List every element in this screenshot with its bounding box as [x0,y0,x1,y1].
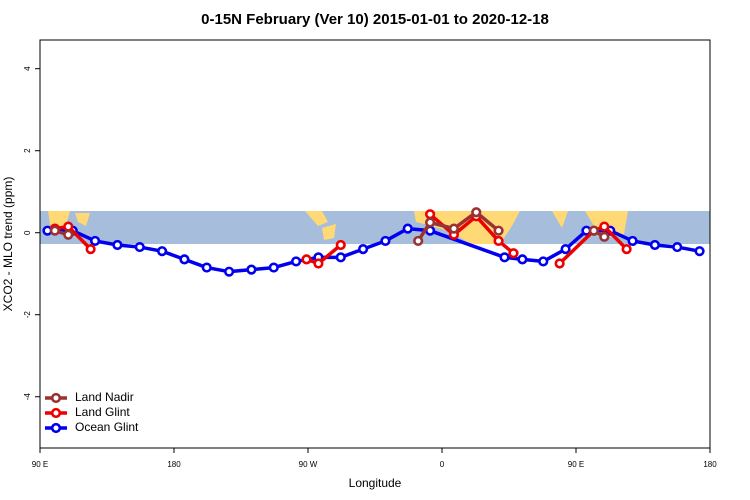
point [301,254,312,265]
point [201,262,212,273]
x-tick-label: 90 W [299,460,318,469]
point [493,225,504,236]
point [112,239,123,251]
point [424,217,436,228]
point [380,235,391,247]
point [89,235,101,247]
legend-marker [50,407,62,419]
x-tick-label: 0 [440,460,445,469]
y-axis-label: XCO2 - MLO trend (ppm) [1,177,15,312]
y-tick-label: 2 [23,148,32,153]
point [156,246,168,257]
point [63,229,74,240]
legend-label: Ocean Glint [75,420,139,434]
x-tick-label: 90 E [568,460,584,469]
point [599,221,610,232]
point [621,244,632,255]
point [672,241,683,253]
point [246,264,257,275]
legend-marker [50,392,62,404]
point [694,246,705,257]
point [588,225,599,236]
x-tick-label: 90 E [32,460,48,469]
point [499,252,510,263]
point [448,223,460,234]
point [313,258,324,269]
point [493,235,504,247]
point [627,235,638,247]
point [268,262,279,273]
y-tick-label: -4 [23,393,32,401]
point [63,221,74,232]
point [538,256,549,267]
y-tick-label: 0 [23,230,32,235]
point [357,244,369,255]
legend-label: Land Nadir [75,390,134,404]
x-tick-label: 180 [703,460,717,469]
y-tick-label: 4 [23,66,32,71]
point [517,254,528,265]
point [560,244,571,255]
x-axis-label: Longitude [349,476,402,490]
chart-title: 0-15N February (Ver 10) 2015-01-01 to 20… [201,11,549,28]
point [402,223,413,234]
point [554,258,565,269]
legend-marker [50,422,62,434]
point [599,231,610,242]
point [424,209,436,220]
point [508,248,519,259]
point [335,252,346,263]
point [49,225,60,236]
point [471,207,482,218]
point [223,266,235,277]
plot-frame [39,39,711,449]
point [85,244,96,255]
point [335,239,346,251]
y-tick-label: -2 [23,311,32,319]
point [649,239,661,251]
point [290,256,302,267]
x-tick-label: 180 [167,460,181,469]
point [134,241,145,253]
point [179,254,190,265]
point [413,235,424,247]
legend-label: Land Glint [75,405,130,419]
